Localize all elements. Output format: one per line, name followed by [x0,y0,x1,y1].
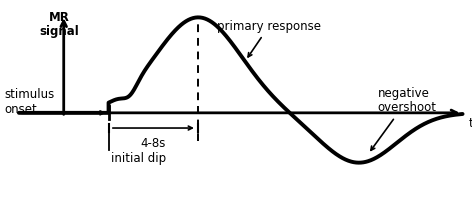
Text: MR
signal: MR signal [39,11,79,38]
Text: 4-8s: 4-8s [141,137,166,150]
Text: initial dip: initial dip [111,152,166,165]
Text: negative
overshoot: negative overshoot [371,87,437,150]
Text: time: time [469,117,472,130]
Text: stimulus
onset: stimulus onset [5,88,55,116]
Text: primary response: primary response [217,20,321,57]
